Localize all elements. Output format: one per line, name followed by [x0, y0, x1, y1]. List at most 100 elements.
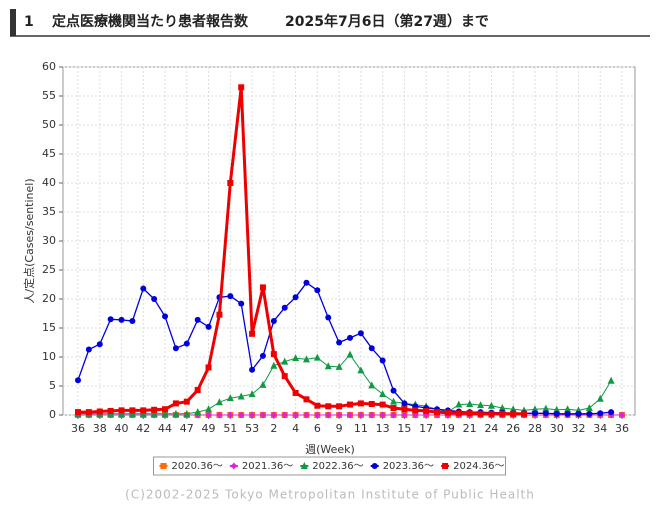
point: [477, 401, 485, 409]
point: [455, 410, 462, 417]
legend-label: 2022.36～: [312, 461, 363, 472]
point: [281, 304, 288, 311]
x-tick-label: 4: [292, 422, 299, 435]
point: [379, 390, 387, 398]
point: [314, 287, 321, 294]
point: [183, 340, 190, 347]
point: [347, 411, 353, 419]
point: [183, 409, 191, 417]
point: [292, 354, 300, 362]
legend-label: 2021.36～: [242, 461, 293, 472]
point: [487, 401, 495, 409]
x-tick-label: 26: [506, 422, 520, 435]
point: [423, 407, 430, 414]
x-tick-label: 44: [158, 422, 172, 435]
point: [347, 401, 353, 408]
point: [238, 84, 245, 91]
point: [270, 318, 277, 325]
point: [303, 396, 310, 403]
point: [335, 362, 343, 370]
x-tick-label: 53: [245, 422, 259, 435]
header-bar: [10, 9, 16, 36]
point: [96, 408, 103, 415]
x-axis-label: 週(Week): [305, 443, 355, 456]
legend-swatch: [300, 462, 308, 469]
legend-box: [153, 456, 506, 476]
point: [303, 279, 310, 286]
point: [586, 410, 593, 417]
legend-label: 2024.36～: [453, 461, 504, 472]
point: [75, 409, 81, 416]
point: [194, 316, 201, 323]
point: [259, 411, 266, 419]
x-tick-label: 36: [71, 422, 85, 435]
point: [205, 364, 212, 371]
x-tick-label: 19: [441, 422, 455, 435]
y-tick-label: 60: [42, 60, 56, 73]
point: [585, 404, 593, 412]
point: [466, 399, 474, 407]
point: [357, 330, 364, 337]
header-date: 2025年7月6日（第27週）まで: [285, 13, 489, 30]
point: [466, 410, 473, 417]
point: [553, 410, 560, 417]
point: [324, 362, 332, 370]
point: [162, 406, 169, 413]
point: [183, 398, 190, 405]
point: [357, 411, 364, 419]
legend-label: 2023.36～: [383, 461, 434, 472]
point: [412, 407, 419, 414]
point: [531, 410, 538, 417]
header-number: 1: [24, 14, 34, 30]
point: [151, 296, 158, 302]
point: [249, 330, 256, 337]
point: [509, 405, 517, 413]
header-title: 定点医療機関当たり患者報告数: [52, 13, 249, 30]
point: [118, 316, 125, 323]
x-tick-label: 24: [484, 422, 498, 435]
point: [118, 407, 125, 414]
point: [553, 405, 561, 413]
point: [314, 411, 321, 419]
point: [107, 316, 114, 323]
legend-label: 2020.36～: [172, 461, 223, 472]
point: [357, 366, 365, 374]
point: [85, 409, 92, 416]
point: [96, 341, 103, 348]
point: [107, 407, 114, 414]
point: [597, 410, 604, 417]
point: [161, 409, 169, 417]
point: [281, 373, 288, 380]
point: [205, 405, 213, 413]
point: [259, 284, 266, 291]
point: [575, 410, 582, 417]
y-tick-label: 0: [49, 408, 56, 421]
y-tick-label: 25: [42, 263, 56, 276]
point: [510, 410, 517, 417]
point: [325, 403, 332, 410]
y-tick-label: 5: [49, 379, 56, 392]
point: [477, 410, 484, 417]
x-tick-label: 38: [93, 422, 107, 435]
point: [281, 357, 289, 365]
x-tick-label: 36: [615, 422, 629, 435]
point: [249, 411, 256, 419]
point: [292, 389, 299, 396]
point: [140, 407, 147, 414]
y-axis-label: 人/定点(Cases/sentinel): [22, 178, 36, 303]
x-tick-label: 21: [463, 422, 477, 435]
point: [151, 406, 158, 413]
point: [619, 411, 625, 419]
y-tick-label: 35: [42, 205, 56, 218]
point: [205, 323, 212, 330]
point: [401, 400, 408, 407]
point: [336, 403, 343, 410]
point: [227, 293, 234, 300]
point: [194, 408, 202, 416]
point: [302, 355, 310, 363]
point: [368, 411, 375, 419]
point: [455, 400, 463, 408]
x-tick-label: 32: [571, 422, 585, 435]
point: [237, 392, 245, 400]
